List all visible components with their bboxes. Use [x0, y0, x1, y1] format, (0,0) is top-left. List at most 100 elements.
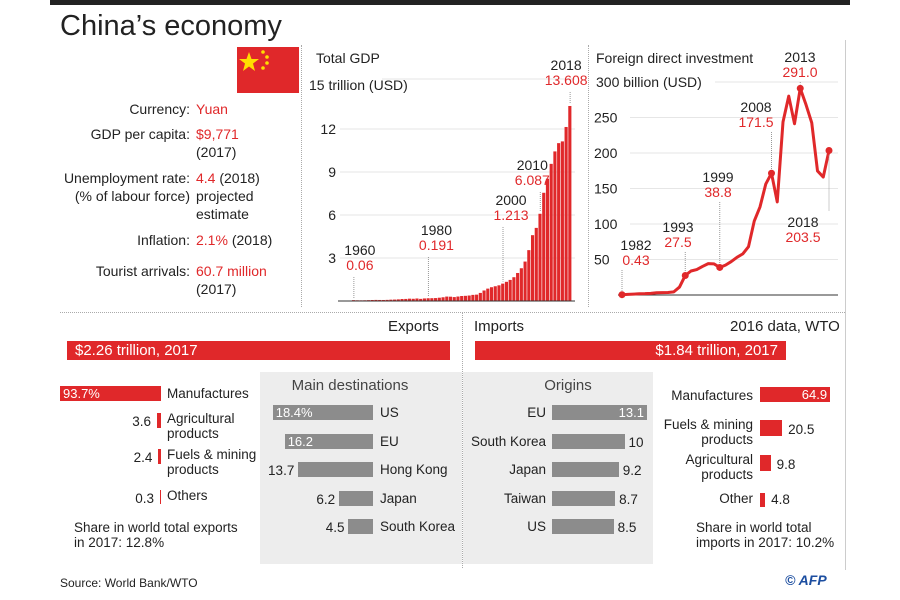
fdi-point — [825, 147, 833, 155]
gdp-bar — [378, 299, 382, 301]
gdp-bar — [486, 288, 490, 301]
fact-value-unemployment: 4.4 (2018) — [196, 170, 260, 187]
gdp-bar — [400, 299, 404, 301]
origin-label: US — [527, 519, 546, 534]
gdp-bar — [482, 290, 486, 301]
divider — [462, 313, 463, 568]
destination-label: South Korea — [380, 519, 456, 534]
note: (2018) — [231, 232, 273, 248]
origin-label: Japan — [509, 462, 546, 477]
top-rule — [50, 0, 850, 5]
origin-bar — [552, 433, 625, 449]
imports-world-share: Share in world total imports in 2017: 10… — [696, 520, 835, 550]
fdi-point — [618, 291, 626, 299]
import-composition-label: Manufactures — [671, 388, 753, 403]
gdp-bar — [426, 298, 430, 301]
origin-value: 10 — [628, 434, 644, 450]
annotation-year: 1982 — [620, 237, 651, 253]
export-composition-label: Fuels & mining products — [167, 447, 257, 477]
fact-value-tourists: 60.7 million — [196, 263, 267, 279]
fdi-point — [681, 271, 689, 279]
annotation-year: 1980 — [421, 222, 452, 238]
fact-label-gdp-per-capita: GDP per capita: — [90, 126, 190, 142]
import-composition-bar: 64.9 — [760, 387, 831, 402]
y-tick-label: 200 — [594, 145, 618, 161]
value: 4.4 — [196, 170, 216, 186]
destination-bar — [348, 519, 373, 534]
fact-note: (2017) — [196, 144, 237, 160]
gdp-bar — [523, 261, 527, 301]
gdp-chart-title: Total GDP — [316, 50, 380, 66]
origin-bar: 13.1 — [552, 405, 647, 420]
y-tick-label: 6 — [328, 207, 336, 223]
annotation-year: 2010 — [517, 157, 548, 173]
destination-label: EU — [380, 433, 399, 449]
gdp-bar — [419, 298, 423, 301]
gdp-bar — [385, 299, 389, 301]
gdp-bar — [411, 298, 415, 301]
gdp-bar — [478, 292, 482, 301]
destination-bar: 18.4% — [272, 405, 373, 420]
y-tick-label: 12 — [320, 121, 336, 137]
export-composition-label: Others — [167, 488, 208, 503]
gdp-bar — [516, 272, 520, 301]
gdp-bar — [564, 126, 568, 302]
origin-value: 8.7 — [619, 491, 638, 507]
y-tick-label: 3 — [328, 250, 336, 266]
destination-value: 6.2 — [316, 491, 336, 507]
divider — [588, 45, 589, 307]
gdp-bar — [553, 151, 557, 301]
tick: 300 — [596, 74, 620, 90]
annotation-year: 2018 — [551, 57, 582, 73]
annotation-year: 2013 — [784, 49, 815, 65]
note: (2018) — [219, 170, 260, 186]
gdp-bar — [512, 277, 516, 301]
origin-value: 9.2 — [622, 463, 642, 478]
destination-value: 4.5 — [325, 520, 345, 535]
import-composition-label: Other — [719, 491, 753, 506]
gdp-bar — [393, 299, 397, 301]
gdp-bar — [530, 235, 535, 301]
annotation-value: 1.213 — [493, 207, 528, 223]
gdp-bar — [441, 297, 445, 301]
fact-note: (2017) — [196, 281, 237, 297]
gdp-bar — [422, 298, 426, 301]
destination-bar — [339, 490, 373, 506]
import-composition-bar — [760, 455, 771, 471]
fdi-line — [621, 86, 831, 297]
gdp-bar — [434, 298, 438, 301]
gdp-bar — [452, 297, 456, 301]
import-composition-bar — [760, 493, 766, 507]
fact-label-inflation: Inflation: — [137, 232, 190, 248]
annotation-year: 2000 — [495, 192, 526, 208]
annotation-value: 0.191 — [419, 237, 454, 253]
y-tick-label: 50 — [594, 252, 610, 268]
gdp-bar — [396, 299, 400, 301]
export-composition-bar — [158, 449, 161, 464]
gdp-bar — [508, 279, 512, 301]
fdi-y-unit: 300 billion (USD) — [596, 74, 702, 90]
gdp-bar — [430, 298, 434, 301]
fact-value-inflation: 2.1% (2018) — [196, 232, 272, 249]
fdi-point — [796, 84, 804, 92]
gdp-bar — [534, 227, 538, 301]
fact-label-tourists: Tourist arrivals: — [95, 263, 190, 279]
gdp-bar — [460, 296, 464, 301]
gdp-bar — [568, 105, 572, 301]
gdp-bar — [463, 295, 467, 301]
frame-edge — [845, 40, 846, 570]
annotation-value: 291.0 — [782, 64, 817, 80]
annotation-value: 13.608 — [545, 72, 588, 88]
gdp-y-unit: 15 trillion (USD) — [309, 77, 408, 93]
annotation-year: 1999 — [702, 169, 733, 185]
gdp-bar — [448, 296, 453, 301]
origins-title: Origins — [544, 377, 592, 394]
fact-value-currency: Yuan — [196, 101, 228, 117]
divider — [301, 45, 302, 307]
gdp-bar — [475, 294, 479, 301]
import-composition-value: 9.8 — [776, 457, 796, 472]
y-tick-label: 9 — [328, 164, 336, 180]
destination-label: Japan — [380, 490, 417, 506]
annotation-value: 203.5 — [785, 229, 820, 245]
